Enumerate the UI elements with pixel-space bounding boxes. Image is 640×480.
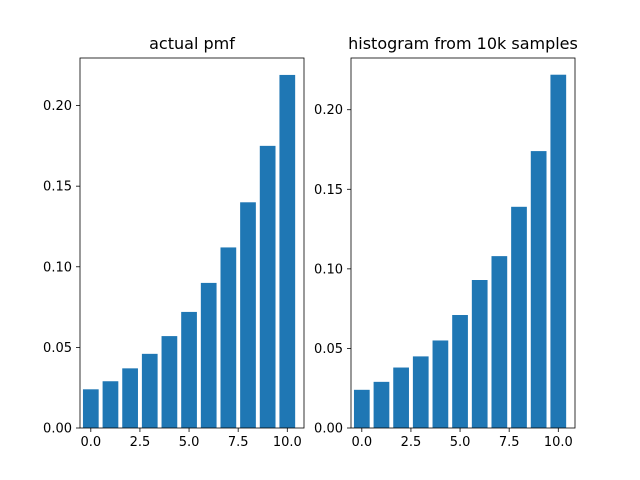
x-tick-label: 10.0	[273, 435, 302, 450]
bar-1	[373, 381, 390, 428]
bar-0	[82, 389, 99, 428]
bar-7	[220, 247, 237, 428]
axes-frame	[79, 57, 305, 429]
bar-8	[240, 202, 256, 428]
y-tick-label: 0.00	[314, 422, 343, 437]
x-tick-label: 2.5	[130, 435, 151, 450]
y-tick-label: 0.20	[314, 103, 343, 118]
y-tick-label: 0.00	[43, 422, 72, 437]
bar-5	[452, 315, 468, 428]
bar-1	[102, 381, 119, 428]
bar-3	[141, 353, 158, 428]
pmf-chart-panel: actual pmf 0.0 2.5 5.0 7.5 10.0 0.00 0.05 0.10 0…	[43, 34, 305, 450]
y-tick-label: 0.15	[314, 183, 343, 198]
x-tick-label: 0.0	[351, 435, 372, 450]
bar-6	[471, 280, 488, 428]
bar-6	[200, 282, 217, 428]
x-tick-label: 7.5	[228, 435, 249, 450]
bar-4	[432, 340, 449, 428]
bar-8	[511, 206, 527, 428]
bar-4	[161, 336, 178, 428]
bar-2	[122, 368, 138, 428]
y-tick-label: 0.15	[43, 180, 72, 195]
x-tick-label: 5.0	[450, 435, 471, 450]
histogram-chart-panel: histogram from 10k samples 0.0 2.5 5.0 7.5 1…	[314, 34, 578, 450]
x-tick-label: 2.5	[401, 435, 422, 450]
bar-3	[412, 356, 429, 428]
bar-2	[393, 367, 409, 428]
bar-10	[550, 74, 567, 429]
x-tick-label: 7.5	[499, 435, 520, 450]
bar-9	[259, 145, 276, 429]
y-tick-label: 0.05	[43, 341, 72, 356]
y-tick-label: 0.10	[314, 262, 343, 277]
x-tick-label: 0.0	[80, 435, 101, 450]
chart-title: histogram from 10k samples	[348, 34, 578, 53]
y-tick-label: 0.20	[43, 99, 72, 114]
chart-title: actual pmf	[149, 34, 235, 53]
bar-7	[491, 256, 508, 428]
bar-5	[181, 311, 197, 428]
bar-10	[279, 74, 296, 429]
x-tick-label: 5.0	[179, 435, 200, 450]
y-tick-label: 0.05	[314, 342, 343, 357]
bar-9	[530, 151, 547, 428]
y-tick-label: 0.10	[43, 260, 72, 275]
x-tick-label: 10.0	[544, 435, 573, 450]
axes-frame	[350, 57, 576, 429]
bar-0	[353, 389, 370, 428]
